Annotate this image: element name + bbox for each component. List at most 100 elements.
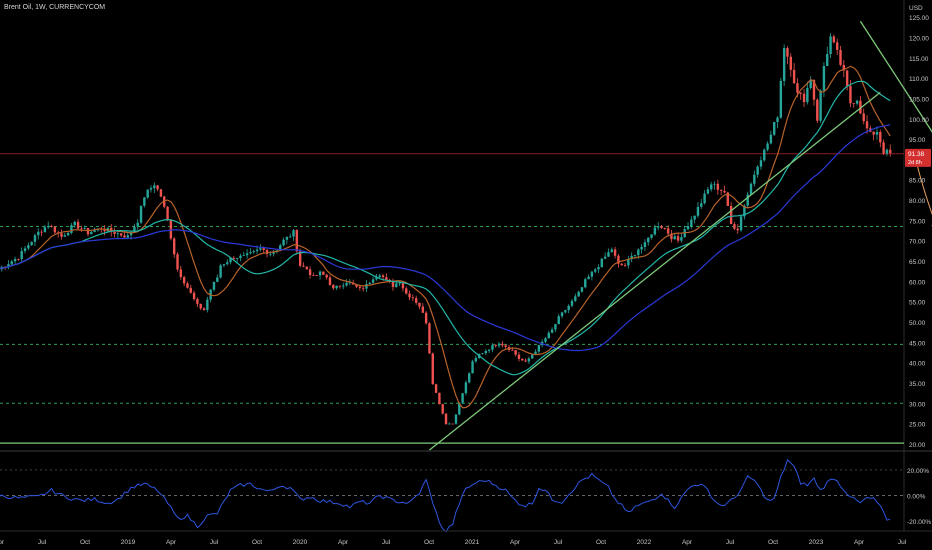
price-tick-label: 65.00 [909, 259, 926, 266]
candle [504, 344, 507, 350]
candle-body [875, 132, 879, 135]
candle-body [590, 271, 594, 277]
time-tick-label: 2020 [293, 539, 308, 546]
time-tick-label: 2021 [465, 539, 480, 546]
candle [405, 286, 408, 295]
candle-body [37, 231, 40, 236]
candle-body [822, 66, 826, 91]
candle-body [451, 423, 454, 425]
candle-body [126, 235, 129, 238]
candle [332, 284, 335, 291]
price-tick-label: 100.00 [909, 117, 929, 124]
candle [594, 267, 597, 274]
candle [627, 255, 630, 269]
candle-body [86, 228, 90, 235]
candle [259, 244, 262, 252]
price-pane[interactable] [0, 0, 932, 531]
candle-body [700, 203, 703, 207]
price-tick-label: 120.00 [909, 36, 929, 43]
candle [212, 281, 216, 292]
candle-body [769, 134, 773, 144]
candle [438, 392, 441, 405]
candle [700, 198, 703, 209]
candle-body [119, 233, 123, 236]
time-tick-label: Apr [338, 539, 349, 546]
candle-body [90, 231, 93, 235]
candle [421, 303, 425, 314]
candle-body [749, 183, 753, 195]
candle-body [779, 80, 783, 118]
candle [216, 274, 219, 283]
candle-body [826, 54, 829, 67]
candle [365, 280, 368, 292]
moving-average-orange [0, 65, 891, 409]
candle-body [292, 230, 295, 237]
candle-body [567, 305, 570, 311]
candle-body [398, 283, 401, 285]
candle-body [656, 226, 660, 228]
time-axis[interactable]: Apr Jul Oct 2019 Apr Jul Oct 2020 Apr Jul Oct 2021 A… [0, 530, 932, 546]
candle [17, 258, 20, 261]
candle [418, 302, 421, 310]
time-tick-label: Oct [768, 539, 778, 546]
candle [7, 260, 10, 270]
candle [80, 225, 83, 232]
price-tick-label: 40.00 [909, 361, 926, 368]
price-tick-label: 70.00 [909, 239, 926, 246]
candle [759, 156, 763, 170]
time-tick-label: Oct [596, 539, 606, 546]
candle [663, 227, 667, 230]
candle-body [845, 70, 849, 86]
candle [40, 229, 43, 237]
candle-body [504, 345, 507, 348]
candle-body [527, 358, 531, 362]
candle [623, 262, 627, 268]
candle-body [328, 277, 332, 286]
candle-body [574, 296, 577, 301]
candle-body [491, 345, 494, 350]
candle-body [726, 192, 729, 206]
candle-body [103, 229, 106, 232]
candle [537, 344, 541, 354]
oscillator-pane[interactable] [0, 458, 904, 533]
time-tick-label: Apr [0, 539, 5, 546]
candle-body [623, 265, 627, 266]
candle [809, 76, 812, 90]
candle [176, 252, 179, 272]
candle-body [806, 88, 809, 103]
candle-body [799, 92, 802, 94]
candle-body [501, 343, 504, 346]
candle-body [222, 264, 226, 266]
candle [182, 275, 186, 287]
candle [23, 246, 27, 254]
candle [239, 253, 242, 262]
candle-body [743, 205, 746, 217]
candle-body [325, 274, 328, 278]
candle-body [212, 281, 216, 290]
candle [776, 115, 779, 129]
price-axis[interactable]: 125.00 120.00 115.00 110.00 105.00 100.00 95.0… [905, 5, 931, 526]
candle-body [116, 233, 120, 235]
trendline-rising-support [429, 91, 881, 451]
candle [560, 311, 564, 319]
countdown-label: 2d 8h [908, 160, 922, 166]
candle-body [408, 293, 411, 298]
candle-body [80, 228, 83, 230]
candle-body [855, 100, 859, 104]
candle-body [279, 245, 282, 251]
candle [103, 225, 106, 236]
candle-body [819, 90, 822, 121]
candle-body [50, 225, 53, 227]
candle [123, 232, 126, 238]
candle-body [461, 393, 464, 403]
candle-body [355, 284, 358, 287]
candle-body [272, 251, 275, 254]
candle-body [458, 402, 461, 415]
candle [514, 349, 517, 357]
candle [166, 206, 169, 222]
candle-body [660, 226, 663, 229]
candle-body [305, 266, 308, 270]
candle-body [859, 100, 862, 114]
price-tick-label: 50.00 [909, 320, 926, 327]
